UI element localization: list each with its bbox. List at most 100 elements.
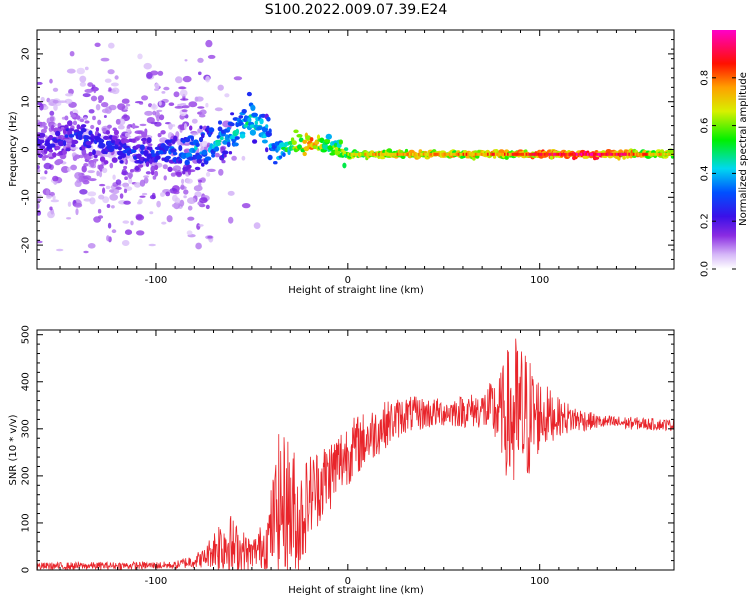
heatmap-ridge-cell bbox=[195, 142, 200, 147]
heatmap-noise-cell bbox=[149, 194, 156, 200]
heatmap-ridge-core bbox=[407, 152, 410, 156]
heatmap-noise-cell bbox=[101, 108, 109, 114]
heatmap-ridge-core bbox=[378, 152, 380, 156]
heatmap-noise-cell bbox=[84, 88, 94, 93]
heatmap-ridge-cell bbox=[336, 143, 342, 148]
heatmap-ridge-core bbox=[659, 152, 661, 156]
heatmap-ridge-cell bbox=[64, 134, 69, 138]
heatmap-ridge-core bbox=[614, 152, 617, 156]
heatmap-ridge-cell bbox=[266, 116, 271, 122]
heatmap-ridge-core bbox=[629, 152, 632, 156]
heatmap-ridge-cell bbox=[278, 155, 283, 159]
heatmap-noise-cell bbox=[161, 91, 166, 94]
heatmap-noise-cell bbox=[88, 178, 97, 182]
heatmap-ridge-core bbox=[364, 152, 367, 156]
heatmap-noise-cell bbox=[143, 175, 150, 179]
heatmap-ridge-core bbox=[356, 152, 359, 156]
heatmap-noise-cell bbox=[121, 240, 130, 246]
heatmap-ridge-cell bbox=[327, 145, 334, 151]
heatmap-noise-cell bbox=[37, 194, 42, 197]
y-tick-label: -10 bbox=[21, 189, 32, 205]
heatmap-noise-cell bbox=[94, 42, 101, 47]
heatmap-noise-cell bbox=[205, 102, 209, 108]
heatmap-ridge-cell bbox=[93, 158, 99, 162]
heatmap-ridge-core bbox=[464, 152, 466, 156]
heatmap-ridge-core bbox=[491, 152, 494, 156]
heatmap-noise-cell bbox=[110, 188, 120, 195]
heatmap-ridge-cell bbox=[265, 124, 269, 129]
heatmap-noise-cell bbox=[150, 70, 159, 76]
heatmap-ridge-cell bbox=[90, 162, 95, 168]
heatmap-ridge-cell bbox=[293, 129, 299, 134]
heatmap-noise-cell bbox=[99, 183, 106, 187]
heatmap-ridge-core bbox=[395, 152, 397, 156]
heatmap-ridge-core bbox=[566, 152, 569, 156]
heatmap-ridge-cell bbox=[70, 143, 76, 148]
heatmap-ridge-cell bbox=[222, 150, 229, 155]
heatmap-noise-cell bbox=[75, 208, 79, 216]
heatmap-noise-cell bbox=[93, 86, 97, 94]
heatmap-ridge-cell bbox=[103, 160, 109, 165]
heatmap-noise-cell bbox=[110, 82, 119, 87]
heatmap-noise-cell bbox=[146, 117, 155, 124]
y-tick-label: 300 bbox=[21, 419, 32, 438]
heatmap-ridge-core bbox=[468, 152, 471, 156]
heatmap-ridge-cell bbox=[157, 133, 162, 138]
heatmap-ridge-cell bbox=[208, 127, 215, 133]
heatmap-ridge-cell bbox=[226, 141, 231, 148]
heatmap-ridge-cell bbox=[265, 147, 269, 153]
colorbar-tick-label: 0.0 bbox=[700, 261, 711, 277]
heatmap-noise-cell bbox=[37, 240, 43, 244]
heatmap-noise-cell bbox=[253, 222, 261, 230]
heatmap-noise-cell bbox=[145, 171, 151, 175]
heatmap-noise-cell bbox=[125, 103, 131, 107]
heatmap-noise-cell bbox=[64, 98, 73, 104]
heatmap-ridge-cell bbox=[239, 133, 246, 139]
heatmap-ridge-cell bbox=[39, 139, 45, 144]
y-tick-label: 100 bbox=[21, 513, 32, 532]
heatmap-noise-cell bbox=[82, 93, 91, 98]
heatmap-noise-cell bbox=[83, 163, 89, 167]
heatmap-ridge-core bbox=[583, 152, 586, 156]
heatmap-noise-cell bbox=[180, 98, 189, 101]
heatmap-noise-cell bbox=[160, 192, 165, 197]
heatmap-ridge-core bbox=[553, 152, 555, 156]
heatmap-noise-cell bbox=[46, 194, 52, 199]
heatmap-noise-cell bbox=[231, 155, 237, 161]
heatmap-ridge-core bbox=[651, 152, 654, 156]
snr-series-line bbox=[37, 338, 674, 570]
heatmap-noise-cell bbox=[179, 89, 188, 97]
heatmap-ridge-core bbox=[439, 152, 442, 156]
heatmap-ridge-core bbox=[585, 152, 588, 156]
heatmap-ridge-core bbox=[355, 152, 357, 156]
heatmap-ridge-cell bbox=[81, 145, 86, 150]
heatmap-ridge-core bbox=[550, 152, 552, 156]
heatmap-noise-cell bbox=[50, 199, 59, 203]
heatmap-ridge-core bbox=[427, 152, 430, 156]
heatmap-ridge-core bbox=[514, 152, 517, 156]
heatmap-noise-cell bbox=[89, 197, 96, 205]
heatmap-noise-cell bbox=[163, 175, 167, 181]
heatmap-ridge-core bbox=[634, 152, 637, 156]
heatmap-noise-cell bbox=[106, 204, 111, 208]
heatmap-ridge-cell bbox=[196, 154, 203, 160]
heatmap-ridge-core bbox=[362, 152, 365, 156]
heatmap-ridge-core bbox=[504, 152, 506, 156]
heatmap-ridge-cell bbox=[215, 142, 221, 146]
heatmap-noise-cell bbox=[150, 165, 155, 173]
heatmap-ridge-cell bbox=[79, 118, 85, 123]
heatmap-ridge-cell bbox=[201, 133, 205, 139]
heatmap-noise-cell bbox=[101, 102, 109, 108]
heatmap-noise-cell bbox=[102, 187, 106, 194]
heatmap-ridge-core bbox=[438, 152, 440, 156]
heatmap-noise-cell bbox=[183, 189, 189, 195]
heatmap-ridge-core bbox=[531, 152, 534, 156]
heatmap-noise-cell bbox=[174, 197, 181, 204]
heatmap-ridge-cell bbox=[241, 109, 247, 114]
heatmap-noise-cell bbox=[105, 185, 111, 190]
heatmap-noise-cell bbox=[190, 132, 199, 136]
heatmap-ridge-core bbox=[522, 152, 525, 156]
x-tick-label: 100 bbox=[530, 576, 549, 587]
heatmap-noise-cell bbox=[178, 86, 186, 89]
heatmap-ridge-core bbox=[507, 152, 509, 156]
